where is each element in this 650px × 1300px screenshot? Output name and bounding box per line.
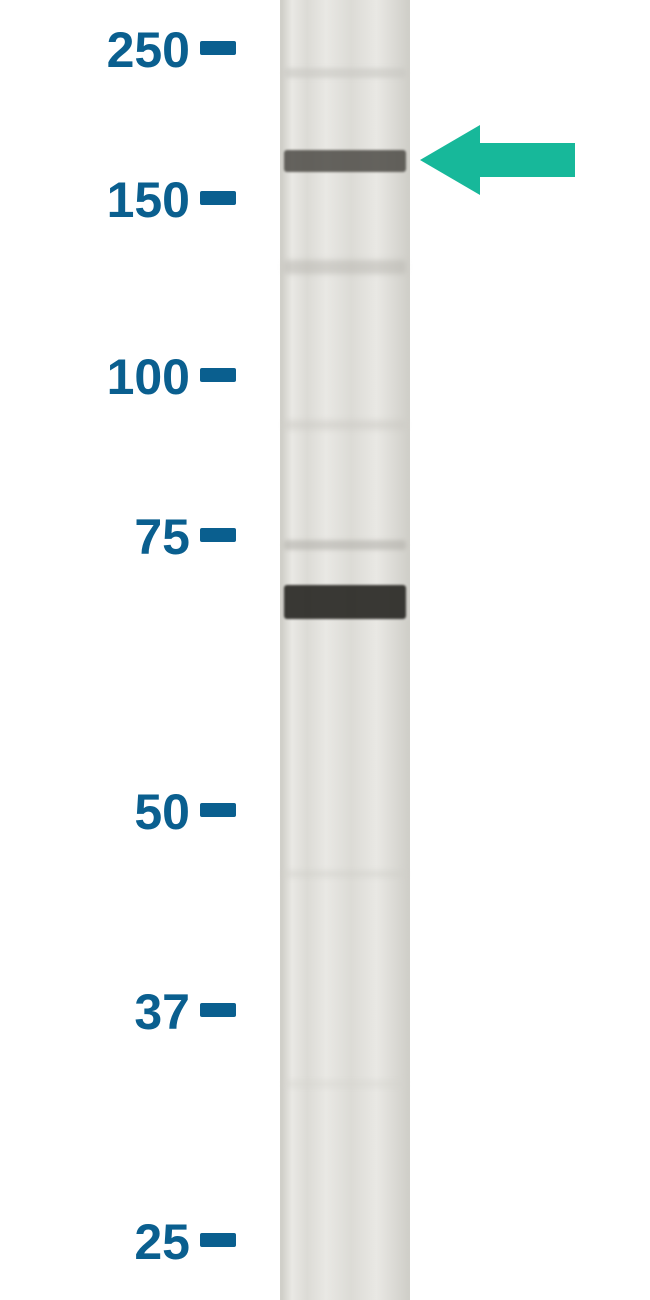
mw-marker-tick <box>200 41 236 55</box>
mw-marker-tick <box>200 191 236 205</box>
mw-marker-label: 37 <box>134 983 190 1041</box>
mw-marker-label: 150 <box>107 171 190 229</box>
mw-marker-label: 75 <box>134 508 190 566</box>
mw-marker-tick <box>200 1233 236 1247</box>
target-band-arrow <box>420 125 575 195</box>
gel-band <box>284 260 406 274</box>
arrow-head-icon <box>420 125 480 195</box>
gel-band <box>284 68 406 78</box>
mw-marker-label: 25 <box>134 1213 190 1271</box>
arrow-tail <box>480 143 575 177</box>
mw-marker-tick <box>200 1003 236 1017</box>
blot-figure: 250 150 100 75 50 37 25 <box>0 0 650 1300</box>
mw-marker-label: 250 <box>107 21 190 79</box>
gel-band <box>284 150 406 172</box>
gel-band <box>284 585 406 619</box>
gel-band <box>284 1080 406 1088</box>
gel-band <box>284 540 406 550</box>
mw-marker-tick <box>200 528 236 542</box>
gel-lane <box>280 0 410 1300</box>
mw-marker-label: 50 <box>134 783 190 841</box>
mw-marker-label: 100 <box>107 348 190 406</box>
mw-marker-tick <box>200 368 236 382</box>
mw-marker-tick <box>200 803 236 817</box>
gel-band <box>284 420 406 430</box>
gel-band <box>284 870 406 878</box>
